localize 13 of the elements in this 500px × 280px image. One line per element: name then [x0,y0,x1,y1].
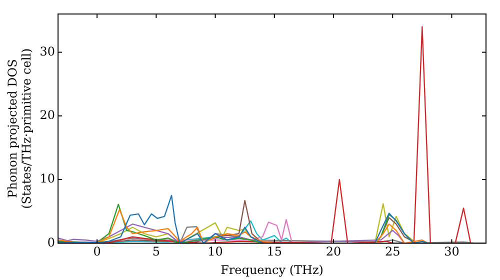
x-tick-label: 10 [208,244,223,259]
y-tick-label: 10 [40,172,56,186]
x-tick-label: 30 [444,244,460,259]
y-axis-title: Phonon projected DOS (States/THz·primitive cell) [5,48,34,209]
x-tick-label: 0 [93,244,101,259]
x-tick-label: 25 [384,244,400,259]
x-tick-label: 5 [152,244,160,259]
y-tick-label: 30 [40,44,56,58]
x-tick-label: 20 [326,244,342,259]
y-tick-label: 0 [47,235,56,250]
y-tick-label: 20 [40,108,56,122]
x-axis-title: Frequency (THz) [220,262,324,277]
x-tick-label: 15 [266,244,282,259]
